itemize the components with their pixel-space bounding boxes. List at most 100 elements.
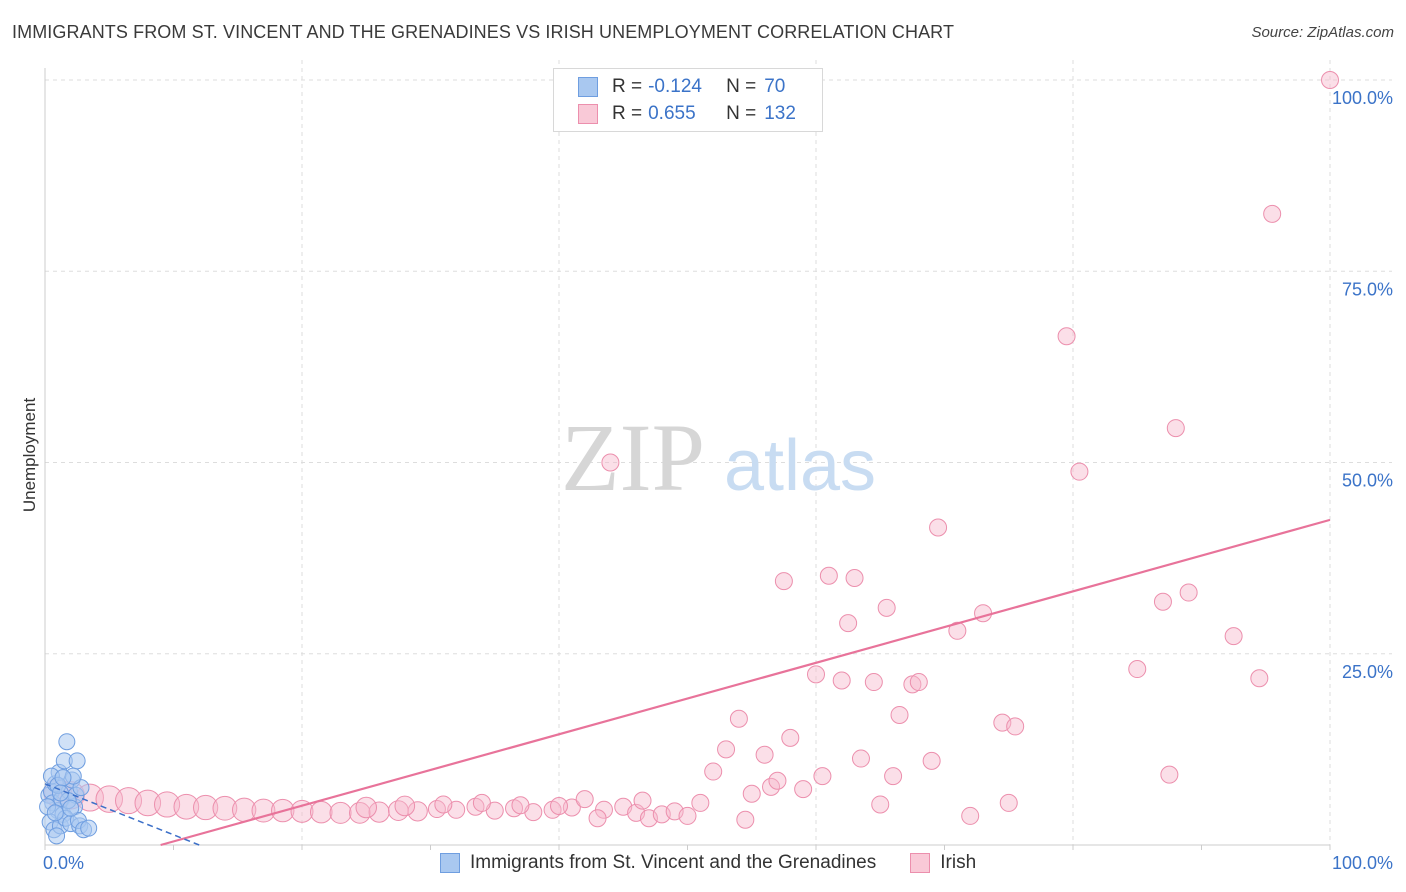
tick-labels: 25.0% 50.0% 75.0% 100.0% 0.0% 100.0% xyxy=(43,88,1393,873)
series-name-immigrants: Immigrants from St. Vincent and the Gren… xyxy=(470,852,877,873)
legend-row-irish: R = 0.655 N = 132 xyxy=(578,101,796,127)
irish-point xyxy=(704,762,723,781)
irish-point xyxy=(1160,765,1179,784)
series-legend: Immigrants from St. Vincent and the Gren… xyxy=(440,852,1010,874)
irish-point xyxy=(781,728,800,747)
irish-point xyxy=(134,789,162,817)
legend-r-value: -0.124 xyxy=(648,76,702,97)
x-tick-label-min: 0.0% xyxy=(43,853,84,873)
irish-point xyxy=(871,795,890,814)
legend-n-label: N = xyxy=(726,76,757,97)
irish-point xyxy=(742,784,761,803)
irish-point xyxy=(839,614,858,633)
irish-point xyxy=(1179,583,1198,602)
x-tick-label-max: 100.0% xyxy=(1332,853,1393,873)
irish-point xyxy=(884,767,903,786)
irish-point xyxy=(807,665,825,684)
irish-point xyxy=(251,798,276,823)
irish-point xyxy=(1250,669,1269,688)
irish-point xyxy=(511,796,530,815)
correlation-legend: R = -0.124 N = 70 R = 0.655 N = 132 xyxy=(553,68,823,132)
irish-point xyxy=(114,787,143,815)
legend-n-value: 132 xyxy=(764,103,796,124)
irish-point xyxy=(1166,419,1185,438)
trendlines xyxy=(44,518,1331,847)
immigrant-points xyxy=(39,733,98,845)
irish-point xyxy=(1224,627,1243,646)
legend-row-immigrants: R = -0.124 N = 70 xyxy=(578,74,785,100)
immigrant-point xyxy=(68,752,86,770)
irish-point xyxy=(877,598,896,617)
irish-point xyxy=(864,673,883,692)
irish-point xyxy=(329,801,352,824)
series-swatch-blue xyxy=(440,853,460,873)
legend-n-value: 70 xyxy=(764,76,786,97)
irish-point xyxy=(813,767,832,786)
irish-point xyxy=(1263,204,1282,223)
irish-point xyxy=(193,794,219,821)
watermark-zip: ZIP xyxy=(561,404,705,511)
watermark: ZIP atlas xyxy=(561,404,876,511)
irish-point xyxy=(562,798,581,817)
series-legend-irish: Irish xyxy=(910,852,976,874)
legend-r-label: R = xyxy=(612,76,643,97)
irish-point xyxy=(1006,717,1025,736)
series-swatch-pink xyxy=(910,853,931,873)
irish-point xyxy=(890,705,909,724)
legend-swatch-blue xyxy=(578,77,598,97)
irish-point xyxy=(845,569,864,588)
irish-point xyxy=(774,572,793,591)
legend-n-label: N = xyxy=(726,103,757,124)
irish-point xyxy=(929,518,948,537)
irish-point xyxy=(310,800,333,824)
irish-point xyxy=(1070,462,1089,481)
irish-point xyxy=(851,749,870,768)
irish-point xyxy=(678,806,697,825)
irish-point xyxy=(1057,327,1076,346)
irish-point xyxy=(909,673,928,692)
legend-r-value: 0.655 xyxy=(648,103,696,124)
y-tick-label: 25.0% xyxy=(1342,662,1393,682)
irish-point xyxy=(819,566,838,585)
irish-point xyxy=(355,796,377,819)
legend-r-label: R = xyxy=(612,103,643,124)
irish-point xyxy=(755,745,774,764)
irish-point xyxy=(974,604,993,623)
irish-point xyxy=(407,801,428,822)
irish-point xyxy=(948,621,967,640)
y-tick-label: 50.0% xyxy=(1342,471,1393,491)
irish-point xyxy=(1321,71,1339,89)
y-tick-label: 100.0% xyxy=(1332,88,1393,108)
irish-point xyxy=(736,810,755,829)
irish-point xyxy=(394,795,416,817)
irish-point xyxy=(154,791,181,818)
irish-point xyxy=(691,793,710,812)
immigrant-point xyxy=(62,799,80,817)
immigrant-trendline xyxy=(44,783,200,846)
series-name-irish: Irish xyxy=(940,852,977,873)
irish-point xyxy=(427,800,446,819)
irish-point xyxy=(729,709,748,728)
irish-points xyxy=(43,71,1339,829)
source-credit: Source: ZipAtlas.com xyxy=(1251,24,1394,41)
irish-point xyxy=(832,671,851,690)
irish-point xyxy=(1153,592,1172,611)
irish-point xyxy=(717,740,736,759)
irish-point xyxy=(922,751,941,770)
irish-point xyxy=(1128,660,1147,679)
immigrant-point xyxy=(58,733,76,751)
irish-point xyxy=(999,793,1018,812)
chart-title: IMMIGRANTS FROM ST. VINCENT AND THE GREN… xyxy=(12,22,955,42)
irish-point xyxy=(368,801,390,823)
irish-point xyxy=(472,793,491,812)
immigrant-point xyxy=(46,804,64,822)
irish-point xyxy=(575,790,594,809)
series-legend-immigrants: Immigrants from St. Vincent and the Gren… xyxy=(440,852,876,874)
irish-point xyxy=(768,771,787,790)
grid-lines xyxy=(45,60,1392,845)
watermark-atlas: atlas xyxy=(724,426,876,506)
axes xyxy=(44,68,1331,850)
irish-trendline xyxy=(160,518,1331,847)
irish-point xyxy=(794,780,813,799)
